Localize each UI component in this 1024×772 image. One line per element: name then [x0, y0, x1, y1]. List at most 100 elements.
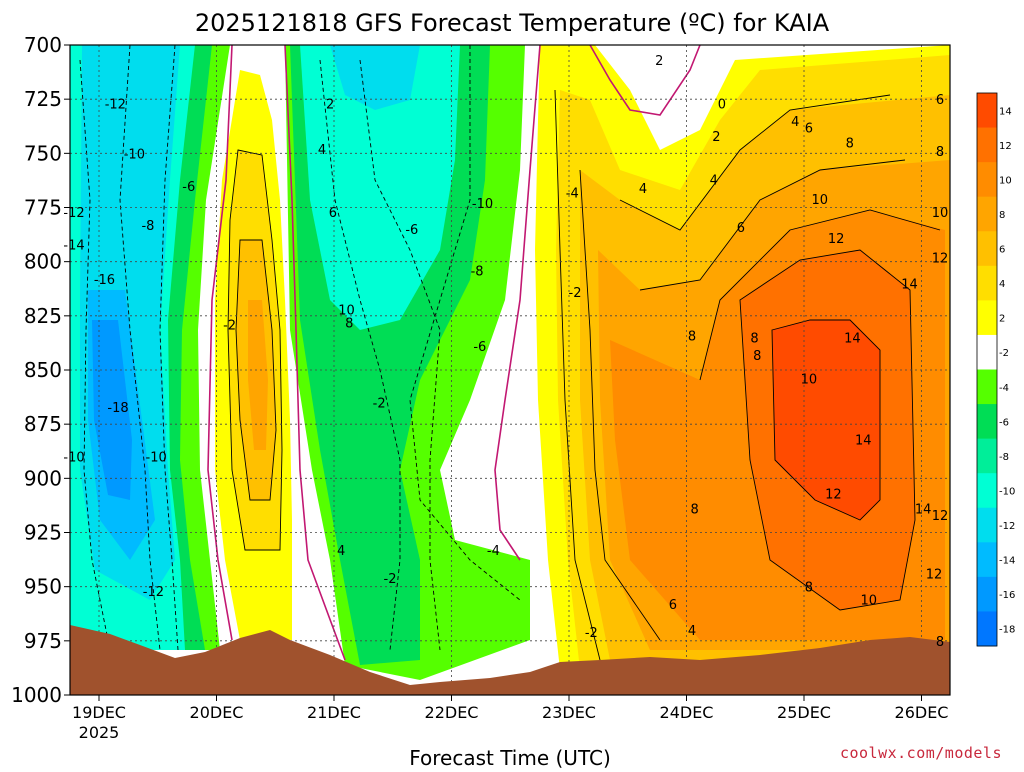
contour-label: 12: [825, 488, 842, 503]
y-tick-label: 1000: [11, 683, 62, 707]
contour-label: 10: [338, 303, 355, 318]
x-tick-label: 21DEC: [307, 703, 361, 722]
x-tick-label: 19DEC: [72, 703, 126, 722]
contour-label: -10: [63, 451, 84, 466]
field-lightblue-2: [330, 45, 420, 110]
colorbar-label: -16: [999, 590, 1015, 601]
isotherm-solid-2: [579, 169, 661, 641]
isotherm-solid-7: [771, 319, 881, 521]
colorbar-swatch: [977, 93, 997, 129]
isotherm-dashed-3: [159, 45, 179, 651]
contour-label: 14: [901, 277, 918, 292]
zero-contour-4: [589, 45, 701, 116]
colorbar-swatch: [977, 127, 997, 163]
colorbar: 14 12 10 8 6 4 2 -2 -4 -6 -8 -10 -12 -14 -16 -18: [976, 92, 1015, 647]
contour-label: -6: [182, 180, 195, 195]
plot-area: [70, 45, 950, 695]
contour-label: 12: [926, 568, 943, 583]
colorbar-label: 8: [999, 210, 1005, 221]
isotherm-solid-1: [554, 89, 601, 661]
zero-contour-2: [284, 45, 346, 661]
x-tick-label: 23DEC: [542, 703, 596, 722]
contour-label: 4: [318, 143, 326, 158]
contour-label: 6: [669, 598, 677, 613]
contour-label: 10: [860, 594, 877, 609]
contour-label: 4: [639, 182, 647, 197]
contour-label: 2: [655, 54, 663, 69]
contour-label: 8: [691, 503, 699, 518]
colorbar-label: -18: [999, 625, 1015, 636]
contour-label: -12: [105, 98, 126, 113]
contour-label: 12: [932, 509, 949, 524]
contour-label: 6: [805, 121, 813, 136]
contour-label: 0: [718, 98, 726, 113]
colorbar-swatch: [977, 300, 997, 336]
contour-label: 6: [936, 93, 944, 108]
field-blue-2: [92, 320, 132, 500]
contour-label: -12: [63, 206, 84, 221]
contour-label: 14: [915, 503, 932, 518]
colorbar-label: 14: [999, 106, 1012, 117]
contour-label: 4: [337, 544, 345, 559]
x-axis: 19DEC 20DEC 21DEC 22DEC 23DEC 24DEC 25DEC 26DEC…: [72, 695, 948, 742]
colorbar-swatch: [977, 473, 997, 509]
contour-label: -8: [471, 264, 484, 279]
isotherm-solid-4: [639, 159, 906, 291]
x-tick-label: 26DEC: [895, 703, 949, 722]
isotherm-solid-9: [227, 149, 283, 551]
y-tick-label: 725: [24, 87, 62, 111]
y-tick-label: 825: [24, 304, 62, 328]
surface-terrain: [70, 625, 950, 695]
x-tick-label: 20DEC: [190, 703, 244, 722]
contour-label: -10: [146, 451, 167, 466]
isotherm-solid-6: [739, 249, 916, 611]
colorbar-swatch: [977, 162, 997, 198]
y-tick-label: 975: [24, 629, 62, 653]
colorbar-swatch: [977, 334, 997, 370]
colorbar-swatch: [977, 611, 997, 647]
contour-label: 8: [805, 581, 813, 596]
contour-label: 4: [791, 115, 799, 130]
site-credit: coolwx.com/models: [839, 744, 1002, 762]
y-tick-label: 925: [24, 521, 62, 545]
colorbar-label: 4: [999, 279, 1005, 290]
colorbar-label: -12: [999, 521, 1015, 532]
isotherm-solid-8: [235, 239, 277, 501]
isotherm-solid-5: [699, 209, 941, 381]
colorbar-swatch: [977, 196, 997, 232]
colorbar-label: 10: [999, 175, 1012, 186]
x-axis-label: Forecast Time (UTC): [409, 746, 611, 768]
y-tick-label: 850: [24, 358, 62, 382]
y-tick-label: 750: [24, 141, 62, 165]
contour-label: -6: [473, 340, 486, 355]
x-tick-label: 25DEC: [777, 703, 831, 722]
colorbar-label: 12: [999, 141, 1012, 152]
contour-label: 8: [936, 635, 944, 650]
contour-label: 6: [329, 206, 337, 221]
contour-label: 8: [753, 349, 761, 364]
contour-label: 8: [750, 332, 758, 347]
colorbar-label: -2: [999, 348, 1009, 359]
contour-label: 10: [812, 193, 829, 208]
colorbar-label: -4: [999, 383, 1009, 394]
zero-contour-3: [494, 45, 541, 561]
field-warm-orange-2: [248, 300, 268, 450]
isotherm-solid-3: [619, 94, 891, 231]
x-tick-label: 24DEC: [660, 703, 714, 722]
contour-label: 10: [801, 373, 818, 388]
contour-label: -18: [107, 401, 128, 416]
contour-label: -2: [569, 286, 582, 301]
contour-label: 12: [932, 251, 949, 266]
contour-label: -16: [94, 273, 115, 288]
x-tick-label: 22DEC: [425, 703, 479, 722]
colorbar-swatch: [977, 438, 997, 474]
contour-label: -8: [141, 219, 154, 234]
contour-label: -12: [143, 585, 164, 600]
colorbar-label: 6: [999, 245, 1005, 256]
contour-label: -4: [487, 544, 500, 559]
y-tick-label: 775: [24, 196, 62, 220]
zero-contour-1: [207, 45, 233, 641]
contour-label: 2: [326, 98, 334, 113]
grid-lines: [70, 45, 950, 695]
